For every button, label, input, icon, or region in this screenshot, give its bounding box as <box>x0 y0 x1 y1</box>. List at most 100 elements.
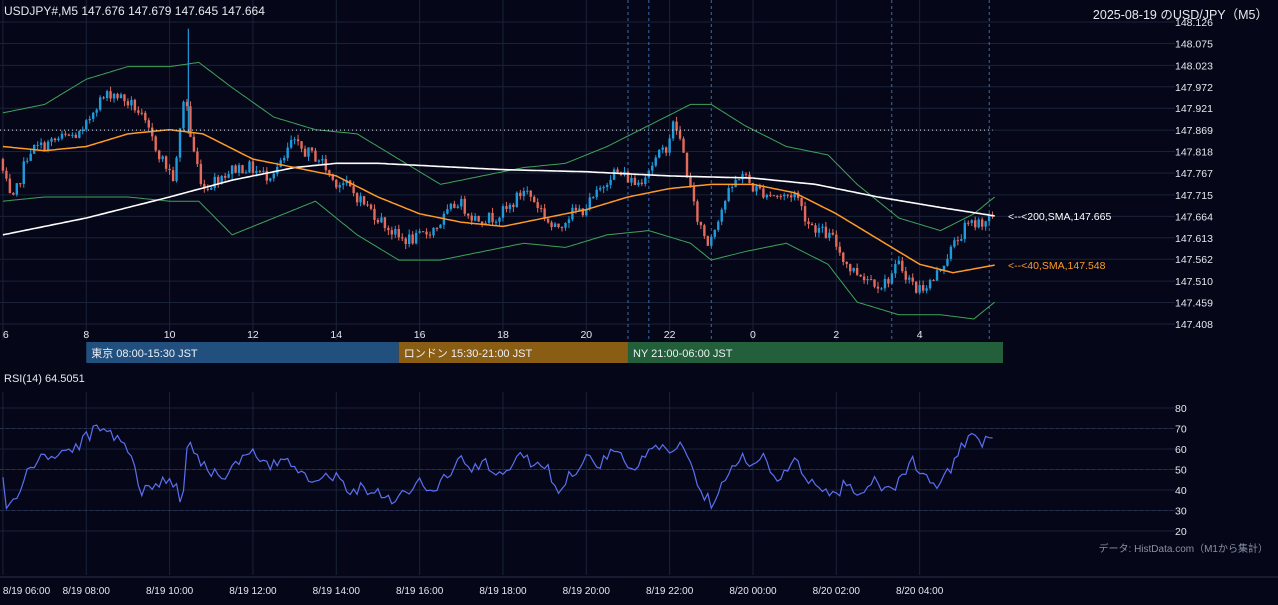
candle-bull <box>237 165 241 173</box>
candle-bull <box>963 222 967 240</box>
candle-bear <box>314 150 317 162</box>
candle-bull <box>498 217 501 222</box>
candle-bull <box>977 219 980 228</box>
candle-bear <box>265 170 269 181</box>
candle-bull <box>720 209 723 222</box>
candle-bull <box>526 190 529 192</box>
candle-bull <box>98 97 102 110</box>
rsi-time-tick-label: 8/19 10:00 <box>146 586 194 597</box>
candle-bull <box>321 159 324 161</box>
candle-bear <box>376 219 380 223</box>
candle-bull <box>282 158 286 161</box>
candle-bear <box>154 136 157 151</box>
candle-bear <box>574 207 578 211</box>
candle-bull <box>293 139 296 141</box>
time-tick-label: 22 <box>664 329 676 341</box>
sma200-label: <--<200,SMA,147.665 <box>1008 211 1111 223</box>
time-tick-label: 20 <box>580 329 592 341</box>
candle-bull <box>671 121 675 139</box>
candle-bull <box>248 161 251 173</box>
candle-bear <box>835 234 838 247</box>
candle-bull <box>29 153 32 161</box>
candle-bear <box>185 101 189 107</box>
candle-bull <box>522 190 525 197</box>
candle-bull <box>595 189 598 198</box>
candle-bull <box>942 265 946 271</box>
time-tick-label: 16 <box>414 329 426 341</box>
candle-bear <box>199 164 203 184</box>
candle-bull <box>605 184 609 188</box>
candle-bull <box>178 128 182 158</box>
candle-bull <box>661 147 664 150</box>
candle-bull <box>852 268 855 272</box>
candle-bear <box>838 246 841 253</box>
candle-bull <box>380 217 383 223</box>
session-label: ロンドン 15:30-21:00 JST <box>404 348 533 360</box>
candle-bear <box>869 279 873 281</box>
candle-bull <box>279 160 282 167</box>
time-tick-label: 2 <box>833 329 839 341</box>
candle-bear <box>19 183 22 185</box>
rsi-tick-label: 50 <box>1175 465 1187 477</box>
candle-bull <box>637 182 640 186</box>
rsi-time-tick-label: 8/19 06:00 <box>3 586 51 597</box>
candle-bear <box>164 156 168 169</box>
candle-bear <box>404 238 407 244</box>
candle-bear <box>373 208 376 220</box>
candle-bear <box>53 138 57 141</box>
candle-bull <box>630 177 633 183</box>
bollinger-lower-line <box>2 196 996 320</box>
candle-bear <box>689 176 692 187</box>
candle-bear <box>491 212 494 223</box>
candle-bull <box>925 288 928 291</box>
candle-bear <box>116 93 119 99</box>
candle-bear <box>789 195 793 198</box>
rsi-tick-label: 30 <box>1175 506 1187 518</box>
candle-bear <box>529 190 532 197</box>
candle-bear <box>744 174 748 176</box>
candle-bull <box>602 187 605 189</box>
candle-bear <box>109 91 112 99</box>
candle-bull <box>60 133 64 139</box>
ohlc-header: USDJPY#,M5 147.676 147.679 147.645 147.6… <box>4 4 265 18</box>
price-tick-label: 147.869 <box>1175 125 1213 137</box>
candle-bear <box>387 228 390 231</box>
candle-bull <box>953 240 956 247</box>
candle-bull <box>567 219 571 223</box>
candle-bear <box>814 225 817 233</box>
bollinger-upper-line <box>2 61 996 232</box>
candle-bear <box>845 261 848 265</box>
candle-bull <box>908 277 911 280</box>
candle-bear <box>241 165 244 174</box>
candle-bear <box>876 286 880 289</box>
price-tick-label: 148.126 <box>1175 17 1213 29</box>
candle-bear <box>699 221 703 226</box>
candle-bear <box>137 110 140 113</box>
rsi-tick-label: 70 <box>1175 424 1187 436</box>
candle-bear <box>102 97 105 99</box>
time-tick-label: 0 <box>750 329 756 341</box>
candle-bull <box>598 188 602 190</box>
rsi-tick-label: 60 <box>1175 444 1187 456</box>
candle-bull <box>515 192 519 208</box>
candle-bull <box>508 204 512 209</box>
candle-bear <box>470 215 473 221</box>
rsi-tick-label: 80 <box>1175 403 1187 415</box>
candle-bear <box>911 277 914 282</box>
candle-bear <box>64 133 67 135</box>
candle-bull <box>897 260 901 265</box>
candle-bear <box>557 223 560 228</box>
rsi-time-tick-label: 8/19 16:00 <box>396 586 444 597</box>
candle-bear <box>296 139 300 142</box>
candle-bull <box>255 170 258 173</box>
data-source-note: データ: HistData.com（M1から集計） <box>1098 544 1268 555</box>
candle-bear <box>633 177 637 186</box>
candle-bull <box>821 226 824 228</box>
candle-bear <box>328 170 331 175</box>
price-tick-label: 147.767 <box>1175 168 1213 180</box>
candle-bull <box>484 222 487 225</box>
price-tick-label: 147.562 <box>1175 254 1213 266</box>
candle-bull <box>592 197 595 199</box>
candle-bear <box>682 138 685 153</box>
